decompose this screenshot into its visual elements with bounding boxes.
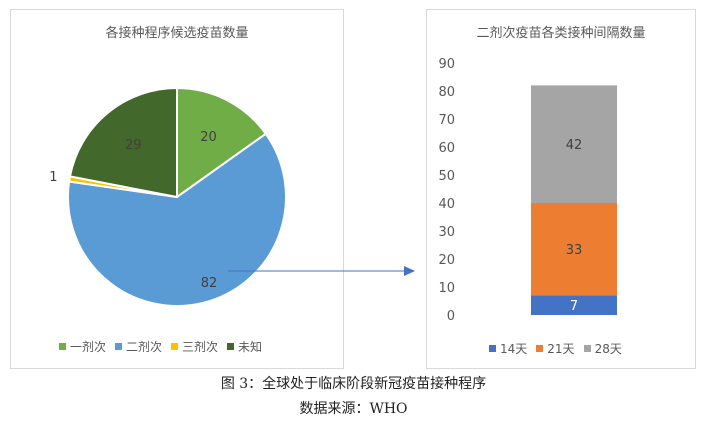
legend-label: 一剂次	[70, 340, 107, 354]
y-tick-label: 50	[438, 169, 455, 184]
y-tick-label: 70	[438, 113, 455, 128]
pie-slice-0	[176, 86, 268, 199]
legend-item-bar-2: 28天	[583, 340, 622, 357]
figure-source: 数据来源：WHO	[299, 401, 408, 417]
bar-data-label-0: 7	[570, 299, 578, 314]
pie-slice-1	[67, 132, 287, 307]
bar-data-label-2: 42	[566, 138, 583, 153]
pie-legend: 一剂次 二剂次 三剂次 未知	[59, 338, 262, 355]
bar-segment-1	[531, 203, 617, 296]
pie-data-label-2: 1	[49, 170, 57, 185]
y-tick-label: 30	[438, 225, 455, 240]
legend-item-pie-3: 未知	[227, 338, 262, 355]
bar-segment-0	[531, 295, 617, 315]
legend-label: 28天	[594, 342, 622, 356]
bar-legend: 14天 21天 28天	[489, 340, 622, 357]
legend-swatch	[489, 345, 496, 352]
legend-label: 三剂次	[182, 340, 219, 354]
legend-swatch	[59, 343, 66, 350]
legend-label: 二剂次	[126, 340, 163, 354]
legend-label: 21天	[547, 342, 575, 356]
y-tick-label: 10	[438, 281, 455, 296]
bar-data-label-1: 33	[566, 243, 583, 258]
legend-swatch	[115, 343, 123, 350]
legend-swatch	[171, 343, 179, 350]
bar-chart-panel: 二剂次疫苗各类接种间隔数量 0 10 20 30 40 50 60 70 80 90 7 33 42 1…	[426, 9, 696, 369]
y-tick-label: 80	[438, 85, 455, 100]
legend-item-bar-0: 14天	[489, 340, 527, 357]
bar-segment-2	[531, 85, 617, 203]
pie-chart-panel: 各接种程序候选疫苗数量 20 82 1 29 一剂次 二剂次 三剂次 未知	[10, 9, 344, 369]
legend-item-bar-1: 21天	[536, 340, 575, 357]
figure-caption: 图 3：全球处于临床阶段新冠疫苗接种程序	[220, 376, 487, 392]
pie-chart: 20 82 1 29	[49, 86, 287, 307]
y-tick-label: 90	[438, 57, 455, 72]
pie-chart-title: 各接种程序候选疫苗数量	[105, 26, 249, 41]
legend-swatch	[227, 343, 235, 350]
y-tick-label: 0	[447, 309, 455, 324]
legend-swatch	[536, 345, 544, 352]
bar-chart-title: 二剂次疫苗各类接种间隔数量	[476, 26, 646, 41]
legend-label: 未知	[238, 340, 263, 354]
pie-slice-3	[68, 86, 178, 199]
connector-arrowhead	[404, 266, 415, 276]
pie-data-label-3: 29	[125, 138, 142, 153]
pie-data-label-0: 20	[200, 130, 217, 145]
stacked-bar-chart: 0 10 20 30 40 50 60 70 80 90 7 33 42	[438, 57, 617, 324]
y-tick-label: 40	[438, 197, 455, 212]
legend-label: 14天	[500, 342, 528, 356]
y-tick-label: 60	[438, 141, 455, 156]
legend-item-pie-2: 三剂次	[171, 338, 218, 355]
y-tick-label: 20	[438, 253, 455, 268]
legend-item-pie-0: 一剂次	[59, 338, 106, 355]
legend-swatch	[583, 345, 591, 352]
legend-item-pie-1: 二剂次	[115, 338, 162, 355]
pie-data-label-1: 82	[201, 276, 218, 291]
